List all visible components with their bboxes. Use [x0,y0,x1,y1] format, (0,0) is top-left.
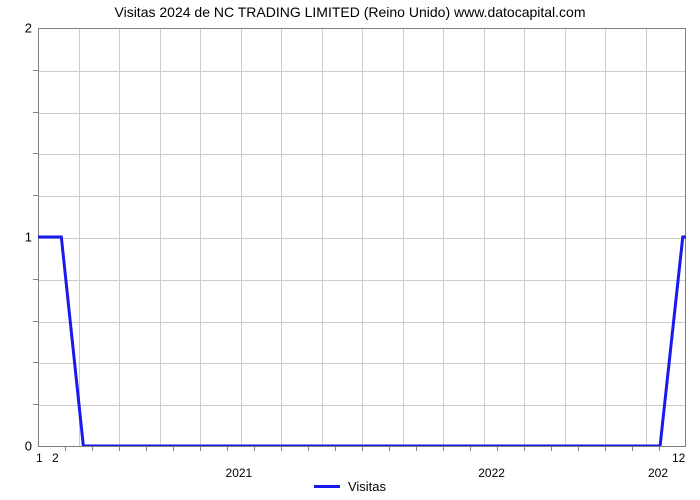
legend-label: Visitas [348,479,386,494]
chart-container: Visitas 2024 de NC TRADING LIMITED (Rein… [0,0,700,500]
x-tick-label: 2021 [226,466,253,480]
x-tick-label: 12 [672,451,685,465]
y-tick-label: 1 [25,230,32,245]
x-tick-minor [605,446,606,451]
x-tick-minor [173,446,174,451]
plot-area [38,28,686,446]
legend: Visitas [0,478,700,494]
x-tick-minor [200,446,201,451]
grid-horizontal [38,196,685,197]
y-tick-minor [33,321,38,322]
y-tick-minor [33,279,38,280]
chart-title: Visitas 2024 de NC TRADING LIMITED (Rein… [0,4,700,20]
x-tick-minor [443,446,444,451]
x-tick-minor [659,446,660,451]
x-tick-minor [254,446,255,451]
y-tick-minor [33,404,38,405]
x-tick-minor [524,446,525,451]
y-tick-label: 2 [25,21,32,36]
y-axis-line [38,28,39,446]
legend-swatch [314,485,340,488]
y-tick-minor [33,70,38,71]
x-tick-minor [497,446,498,451]
x-tick-label: 1 [36,451,43,465]
x-tick-minor [551,446,552,451]
grid-horizontal [38,238,685,239]
grid-horizontal [38,280,685,281]
grid-horizontal [38,113,685,114]
x-tick-label: 2022 [478,466,505,480]
y-tick-minor [33,153,38,154]
x-tick-minor [227,446,228,451]
x-tick-minor [146,446,147,451]
grid-horizontal [38,363,685,364]
x-tick-minor [92,446,93,451]
x-tick-label: 2 [52,451,59,465]
x-tick-minor [308,446,309,451]
x-tick-minor [578,446,579,451]
x-tick-minor [470,446,471,451]
x-tick-minor [335,446,336,451]
grid-horizontal [38,154,685,155]
grid-horizontal [38,405,685,406]
grid-horizontal [38,322,685,323]
x-tick-minor [632,446,633,451]
y-tick-minor [33,112,38,113]
y-tick-minor [33,195,38,196]
x-tick-minor [416,446,417,451]
x-tick-minor [65,446,66,451]
x-tick-minor [119,446,120,451]
x-tick-minor [389,446,390,451]
y-tick-minor [33,362,38,363]
grid-horizontal [38,71,685,72]
x-tick-label: 202 [648,466,668,480]
y-tick-label: 0 [25,439,32,454]
x-tick-minor [362,446,363,451]
x-tick-minor [281,446,282,451]
